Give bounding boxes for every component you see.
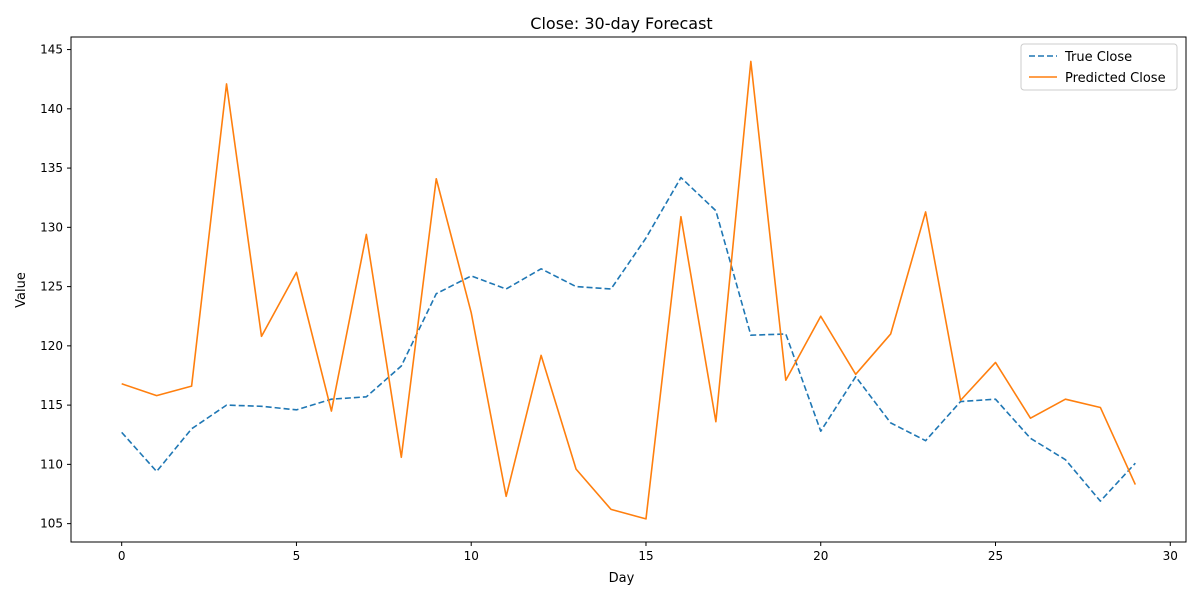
x-tick-label: 15 bbox=[638, 549, 653, 563]
legend-label-0: True Close bbox=[1064, 50, 1132, 65]
series-lines bbox=[121, 60, 1137, 520]
y-tick-label: 140 bbox=[40, 102, 63, 116]
legend-label-1: Predicted Close bbox=[1065, 71, 1166, 86]
y-tick-label: 135 bbox=[40, 161, 63, 175]
y-tick-label: 105 bbox=[40, 517, 63, 531]
x-tick-label: 5 bbox=[293, 549, 301, 563]
x-tick-label: 20 bbox=[813, 549, 828, 563]
y-tick-label: 130 bbox=[40, 220, 63, 234]
x-tick-label: 30 bbox=[1163, 549, 1178, 563]
y-tick-label: 115 bbox=[40, 398, 63, 412]
y-tick-label: 120 bbox=[40, 339, 63, 353]
y-tick-label: 110 bbox=[40, 457, 63, 471]
y-tick-label: 125 bbox=[40, 280, 63, 294]
x-tick-label: 0 bbox=[118, 549, 126, 563]
series-line-1 bbox=[121, 60, 1137, 520]
x-tick-label: 25 bbox=[988, 549, 1003, 563]
x-axis-label: Day bbox=[609, 571, 635, 586]
plot-area-frame bbox=[70, 36, 1187, 543]
legend: True Close Predicted Close bbox=[1020, 43, 1178, 91]
axes: 0 5 10 15 20 25 30 105 110 115 120 125 130 135 140 145 bbox=[40, 36, 1187, 563]
chart-title: Close: 30-day Forecast bbox=[530, 14, 712, 33]
y-tick-label: 145 bbox=[40, 43, 63, 57]
series-line-0 bbox=[121, 176, 1136, 502]
x-tick-label: 10 bbox=[464, 549, 479, 563]
legend-box bbox=[1020, 43, 1178, 91]
y-axis-label: Value bbox=[14, 272, 29, 308]
